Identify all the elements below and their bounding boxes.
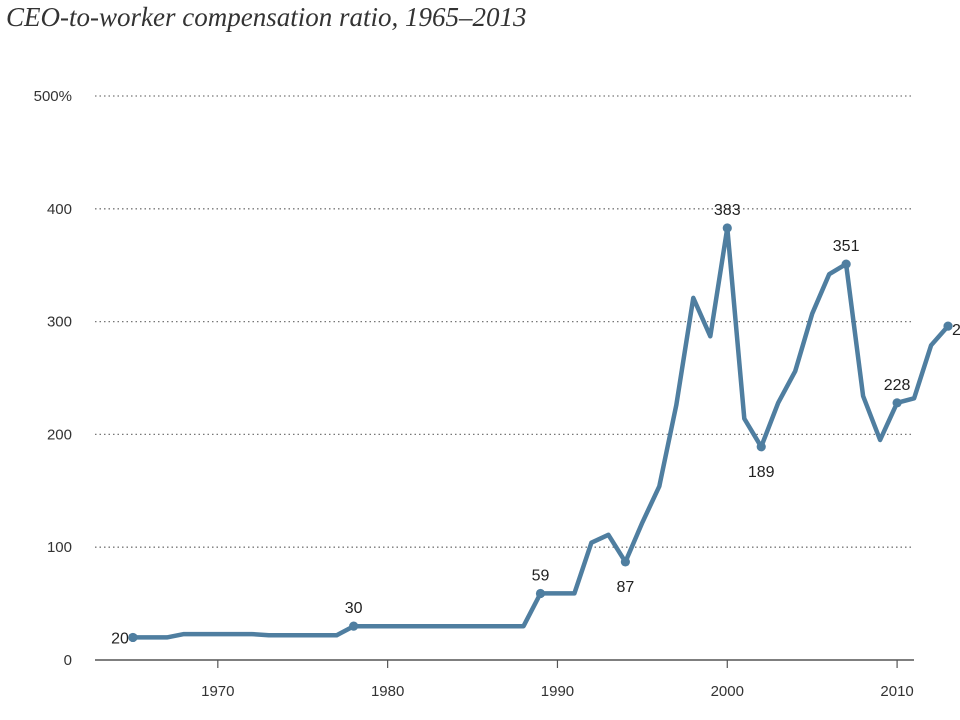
data-label: 189	[748, 464, 775, 481]
data-label: 383	[714, 202, 741, 219]
data-point	[722, 223, 732, 233]
y-tick-label: 300	[47, 314, 72, 331]
chart-title: CEO-to-worker compensation ratio, 1965–2…	[6, 2, 527, 32]
data-label: 59	[532, 567, 550, 584]
data-point	[535, 588, 546, 599]
y-tick-label: 500%	[34, 88, 72, 105]
axes	[95, 659, 914, 668]
data-point	[128, 632, 138, 643]
data-labels: 20 30 59 87 383 189 351 228 296	[111, 202, 960, 647]
data-label: 296	[952, 322, 960, 339]
y-tick-label: 100	[47, 539, 72, 556]
data-point	[756, 442, 766, 452]
data-points	[128, 223, 953, 643]
data-point	[620, 557, 630, 567]
tick-labels: 0 100 200 300 400 500% 1970 1980 1990 2000 2010	[34, 88, 914, 700]
x-tick-label: 2010	[880, 683, 913, 700]
x-tick-label: 1990	[541, 683, 574, 700]
y-tick-label: 400	[47, 201, 72, 218]
data-label: 87	[616, 579, 634, 596]
data-label: 228	[884, 377, 911, 394]
data-point	[841, 259, 851, 269]
data-label: 20	[111, 630, 129, 647]
data-point	[349, 621, 359, 631]
x-tick-label: 1970	[201, 683, 234, 700]
gridlines	[95, 95, 914, 548]
x-tick-label: 2000	[711, 683, 744, 700]
y-tick-label: 0	[64, 652, 72, 669]
x-tick-label: 1980	[371, 683, 404, 700]
data-point	[892, 398, 902, 408]
data-point	[943, 321, 953, 331]
y-tick-label: 200	[47, 426, 72, 443]
data-label: 30	[345, 600, 363, 617]
data-label: 351	[833, 238, 860, 255]
